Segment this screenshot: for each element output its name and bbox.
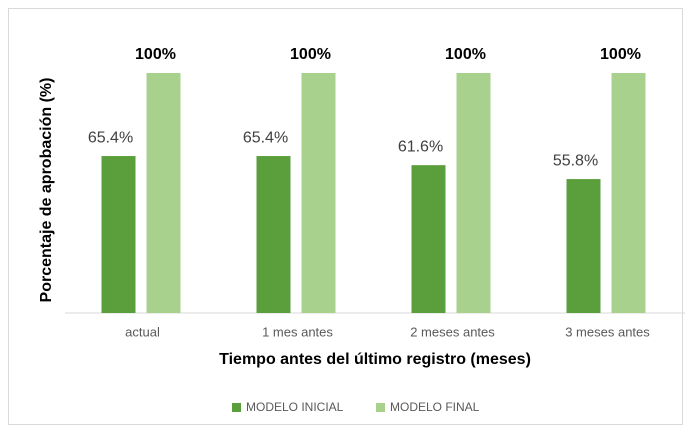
bar xyxy=(411,165,446,313)
y-axis-label: Porcentaje de aprobación (%) xyxy=(38,78,55,303)
bar xyxy=(256,156,291,313)
bar xyxy=(566,179,601,313)
bar xyxy=(611,73,646,313)
legend-swatch xyxy=(376,403,385,412)
legend-swatch xyxy=(232,403,241,412)
bar xyxy=(146,73,181,313)
x-axis-label: Tiempo antes del último registro (meses) xyxy=(219,351,531,368)
x-tick-label: actual xyxy=(125,324,160,339)
x-tick-label: 2 meses antes xyxy=(410,324,495,339)
bar xyxy=(301,73,336,313)
x-tick-label: 1 mes antes xyxy=(262,324,333,339)
data-label: 61.6% xyxy=(398,138,443,155)
bar xyxy=(101,156,136,313)
data-label: 55.8% xyxy=(553,152,598,169)
x-tick-label: 3 meses antes xyxy=(565,324,650,339)
legend-label: MODELO INICIAL xyxy=(246,400,344,414)
data-label: 65.4% xyxy=(88,129,133,146)
data-label: 100% xyxy=(135,46,176,63)
bar xyxy=(456,73,491,313)
data-label: 100% xyxy=(600,46,641,63)
data-label: 100% xyxy=(445,46,486,63)
legend-label: MODELO FINAL xyxy=(390,400,480,414)
data-label: 100% xyxy=(290,46,331,63)
data-label: 65.4% xyxy=(243,129,288,146)
